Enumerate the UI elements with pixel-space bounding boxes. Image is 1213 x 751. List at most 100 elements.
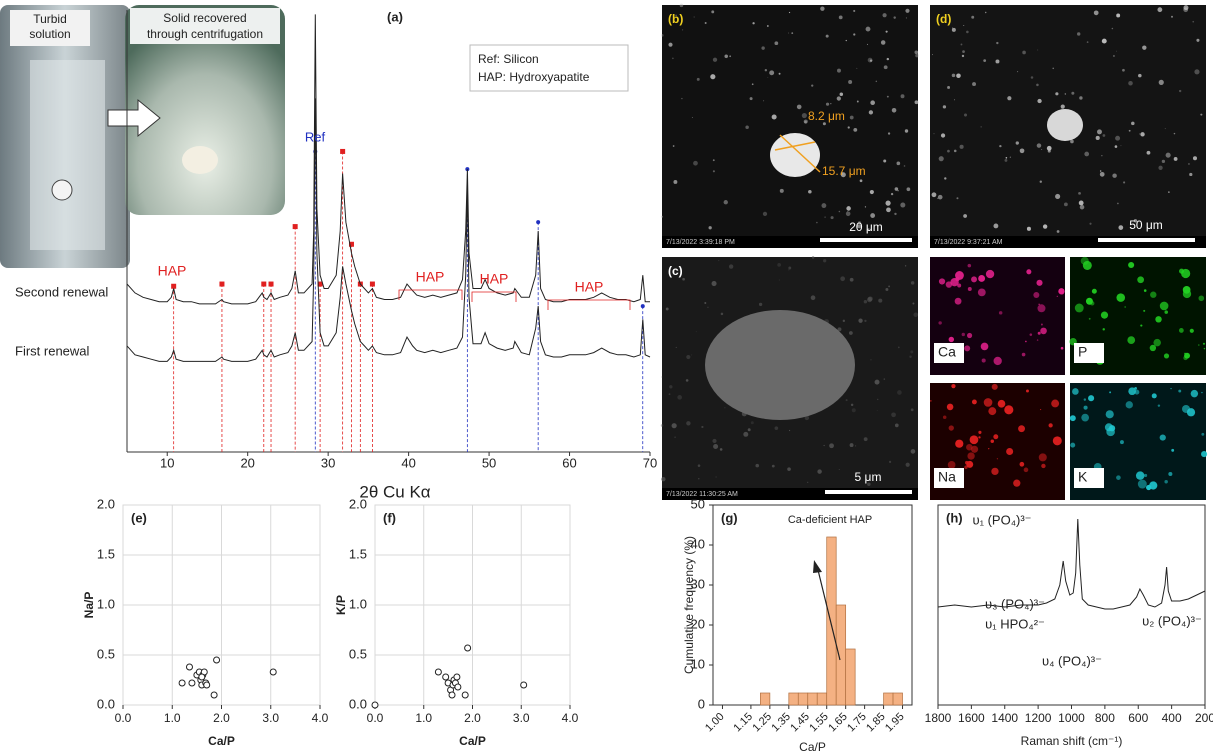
scatter-point — [464, 644, 472, 652]
eds-speck — [1182, 285, 1191, 294]
speck — [1117, 202, 1119, 205]
speck — [999, 144, 1002, 148]
speck — [888, 460, 892, 463]
eds-speck — [1058, 288, 1065, 295]
speck — [853, 127, 858, 132]
speck — [661, 376, 663, 378]
bar — [797, 692, 809, 706]
eds-speck — [1100, 311, 1109, 319]
info-text: 7/13/2022 11:30:25 AM — [666, 491, 738, 498]
speck — [956, 73, 961, 79]
eds-speck — [1178, 389, 1182, 393]
speck — [724, 407, 726, 409]
speck — [840, 172, 846, 178]
speck — [749, 97, 753, 101]
speck — [1183, 5, 1189, 11]
speck — [1173, 132, 1176, 135]
eds-speck — [954, 297, 962, 305]
speck — [880, 40, 886, 45]
speck — [959, 144, 964, 149]
speck — [807, 481, 809, 483]
speck — [878, 298, 883, 303]
speck — [849, 443, 854, 448]
speck — [931, 192, 937, 198]
x-tick-label: 2.0 — [213, 711, 230, 725]
x-tick-label: 30 — [321, 455, 335, 470]
eds-speck — [1060, 346, 1064, 350]
speck — [875, 80, 878, 83]
speck — [868, 228, 870, 230]
speck — [947, 86, 951, 89]
x-tick-label: 800 — [1095, 711, 1115, 725]
eds-speck — [971, 399, 977, 405]
bar — [760, 692, 771, 706]
eds-speck — [955, 271, 964, 280]
speck — [840, 172, 844, 176]
speck — [779, 188, 784, 193]
speck — [942, 105, 947, 109]
eds-speck — [978, 436, 981, 439]
speck — [715, 476, 717, 478]
speck — [995, 59, 1000, 64]
speck — [697, 464, 701, 467]
speck — [963, 214, 967, 218]
eds-speck — [1171, 448, 1175, 452]
speck — [752, 22, 755, 25]
x-tick-label: 3.0 — [513, 711, 530, 725]
speck — [1123, 181, 1126, 184]
speck — [846, 206, 851, 211]
y-tick-label: 0 — [698, 696, 705, 711]
speck — [883, 378, 886, 380]
eds-speck — [964, 345, 971, 352]
eds-speck — [938, 321, 942, 325]
speck — [960, 43, 963, 46]
speck — [1078, 191, 1081, 195]
speck — [712, 438, 717, 444]
speck — [984, 11, 987, 14]
speck — [774, 41, 779, 46]
speck — [830, 103, 832, 105]
eds-speck — [1197, 344, 1200, 346]
scatter-point — [210, 691, 218, 699]
speck — [771, 464, 775, 468]
x-tick-label: 1800 — [925, 711, 952, 725]
x-axis-label: Ca/P — [459, 734, 486, 748]
eds-speck — [978, 275, 986, 282]
x-tick-label: 50 — [482, 455, 496, 470]
speck — [1101, 155, 1103, 157]
speck — [1039, 180, 1042, 183]
eds-speck — [1038, 453, 1047, 462]
speck — [891, 108, 897, 113]
eds-speck — [993, 434, 999, 440]
eds-speck — [1116, 293, 1126, 302]
speck — [761, 46, 765, 50]
eds-speck — [1091, 288, 1097, 294]
hap-label: HAP — [416, 269, 445, 285]
eds-speck — [1159, 301, 1169, 311]
speck — [1095, 135, 1100, 141]
speck — [1112, 54, 1115, 57]
speck — [912, 302, 915, 305]
speck — [837, 327, 842, 332]
speck — [810, 295, 816, 301]
photo-label: solution — [29, 27, 70, 41]
speck — [885, 287, 889, 291]
panel-title: (a) — [387, 9, 403, 24]
speck — [712, 170, 715, 173]
x-tick-label: 4.0 — [562, 711, 579, 725]
speck — [1060, 104, 1065, 109]
speck — [668, 42, 673, 47]
series-label: First renewal — [15, 343, 90, 358]
eds-speck — [1201, 432, 1205, 436]
speck — [858, 318, 863, 323]
eds-speck — [967, 287, 972, 291]
x-tick-label: 3.0 — [262, 711, 279, 725]
scatter-point — [434, 668, 442, 676]
eds-speck — [1040, 327, 1047, 335]
eds-label: Ca — [938, 344, 956, 360]
speck — [848, 331, 853, 335]
speck — [787, 467, 791, 471]
speck — [1158, 79, 1164, 85]
eds-speck — [965, 460, 969, 465]
scale-label: 5 μm — [855, 470, 882, 484]
